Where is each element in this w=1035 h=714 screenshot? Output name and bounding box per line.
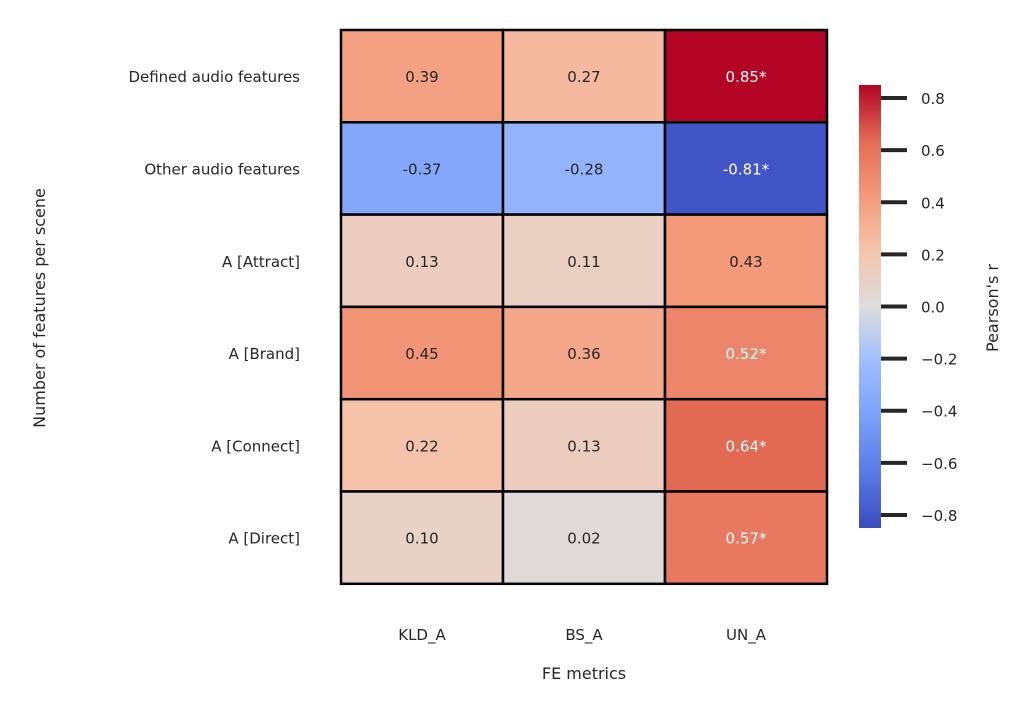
cell-value-label: 0.11 <box>567 253 600 271</box>
cell-value-label: 0.45 <box>405 345 438 363</box>
colorbar-tick-label: −0.4 <box>921 403 957 421</box>
y-tick-label: A [Attract] <box>222 253 300 271</box>
heatmap-cell <box>501 213 667 309</box>
cell-value-label: -0.81* <box>723 160 770 178</box>
colorbar-ticks: 0.8 0.6 0.4 0.2 0.0 −0.2 −0.4 −0.6 −0.8 <box>881 90 957 525</box>
y-tick-label: Other audio features <box>144 160 300 178</box>
y-axis-label: Number of features per scene <box>30 188 49 428</box>
heatmap-cell <box>501 397 667 493</box>
cell-value-label: 0.22 <box>405 437 438 455</box>
cell-value-label: 0.10 <box>405 530 438 548</box>
heatmap-cell <box>663 490 829 586</box>
colorbar <box>859 85 881 528</box>
x-axis-label: FE metrics <box>542 664 626 683</box>
colorbar-label: Pearson's r <box>983 264 1002 352</box>
colorbar-tick-label: 0.8 <box>921 90 945 108</box>
heatmap-cell <box>339 490 505 586</box>
x-tick-labels: KLD_A BS_A UN_A <box>398 626 766 645</box>
colorbar-tick-label: −0.6 <box>921 455 957 473</box>
heatmap-cell <box>501 28 667 124</box>
colorbar-tick-label: 0.2 <box>921 246 945 264</box>
heatmap-cell <box>339 28 505 124</box>
cell-value-label: 0.13 <box>567 437 600 455</box>
x-tick-label: UN_A <box>726 626 767 645</box>
y-tick-label: A [Connect] <box>211 437 300 455</box>
colorbar-tick-label: −0.8 <box>921 507 957 525</box>
colorbar-tick-label: 0.4 <box>921 194 945 212</box>
y-tick-label: A [Brand] <box>229 345 300 363</box>
cell-value-label: 0.57* <box>726 530 767 548</box>
cell-value-label: 0.13 <box>405 253 438 271</box>
cell-value-label: 0.43 <box>729 253 762 271</box>
colorbar-tick-label: 0.6 <box>921 142 945 160</box>
cell-value-label: -0.37 <box>403 160 442 178</box>
y-tick-label: Defined audio features <box>128 68 300 86</box>
x-tick-label: BS_A <box>565 626 603 645</box>
x-tick-label: KLD_A <box>398 626 446 645</box>
colorbar-tick-label: −0.2 <box>921 351 957 369</box>
cell-value-label: 0.02 <box>567 530 600 548</box>
heatmap-cell <box>663 305 829 401</box>
cell-value-label: -0.28 <box>565 160 604 178</box>
y-tick-label: A [Direct] <box>228 530 300 548</box>
heatmap-cell <box>501 490 667 586</box>
cell-value-label: 0.27 <box>567 68 600 86</box>
heatmap-cell <box>663 28 829 124</box>
colorbar-tick-label: 0.0 <box>921 299 945 317</box>
cell-value-label: 0.64* <box>726 437 767 455</box>
cell-value-label: 0.52* <box>726 345 767 363</box>
cell-value-label: 0.85* <box>726 68 767 86</box>
heatmap-cell <box>339 305 505 401</box>
heatmap-cell <box>663 121 829 216</box>
cell-value-label: 0.36 <box>567 345 600 363</box>
cell-value-label: 0.39 <box>405 68 438 86</box>
heatmap-cells: 0.39 0.27 0.85* -0.37 -0.28 -0.81* 0.13 0.11 0.4… <box>339 28 829 586</box>
y-tick-labels: Defined audio features Other audio featur… <box>128 68 300 548</box>
